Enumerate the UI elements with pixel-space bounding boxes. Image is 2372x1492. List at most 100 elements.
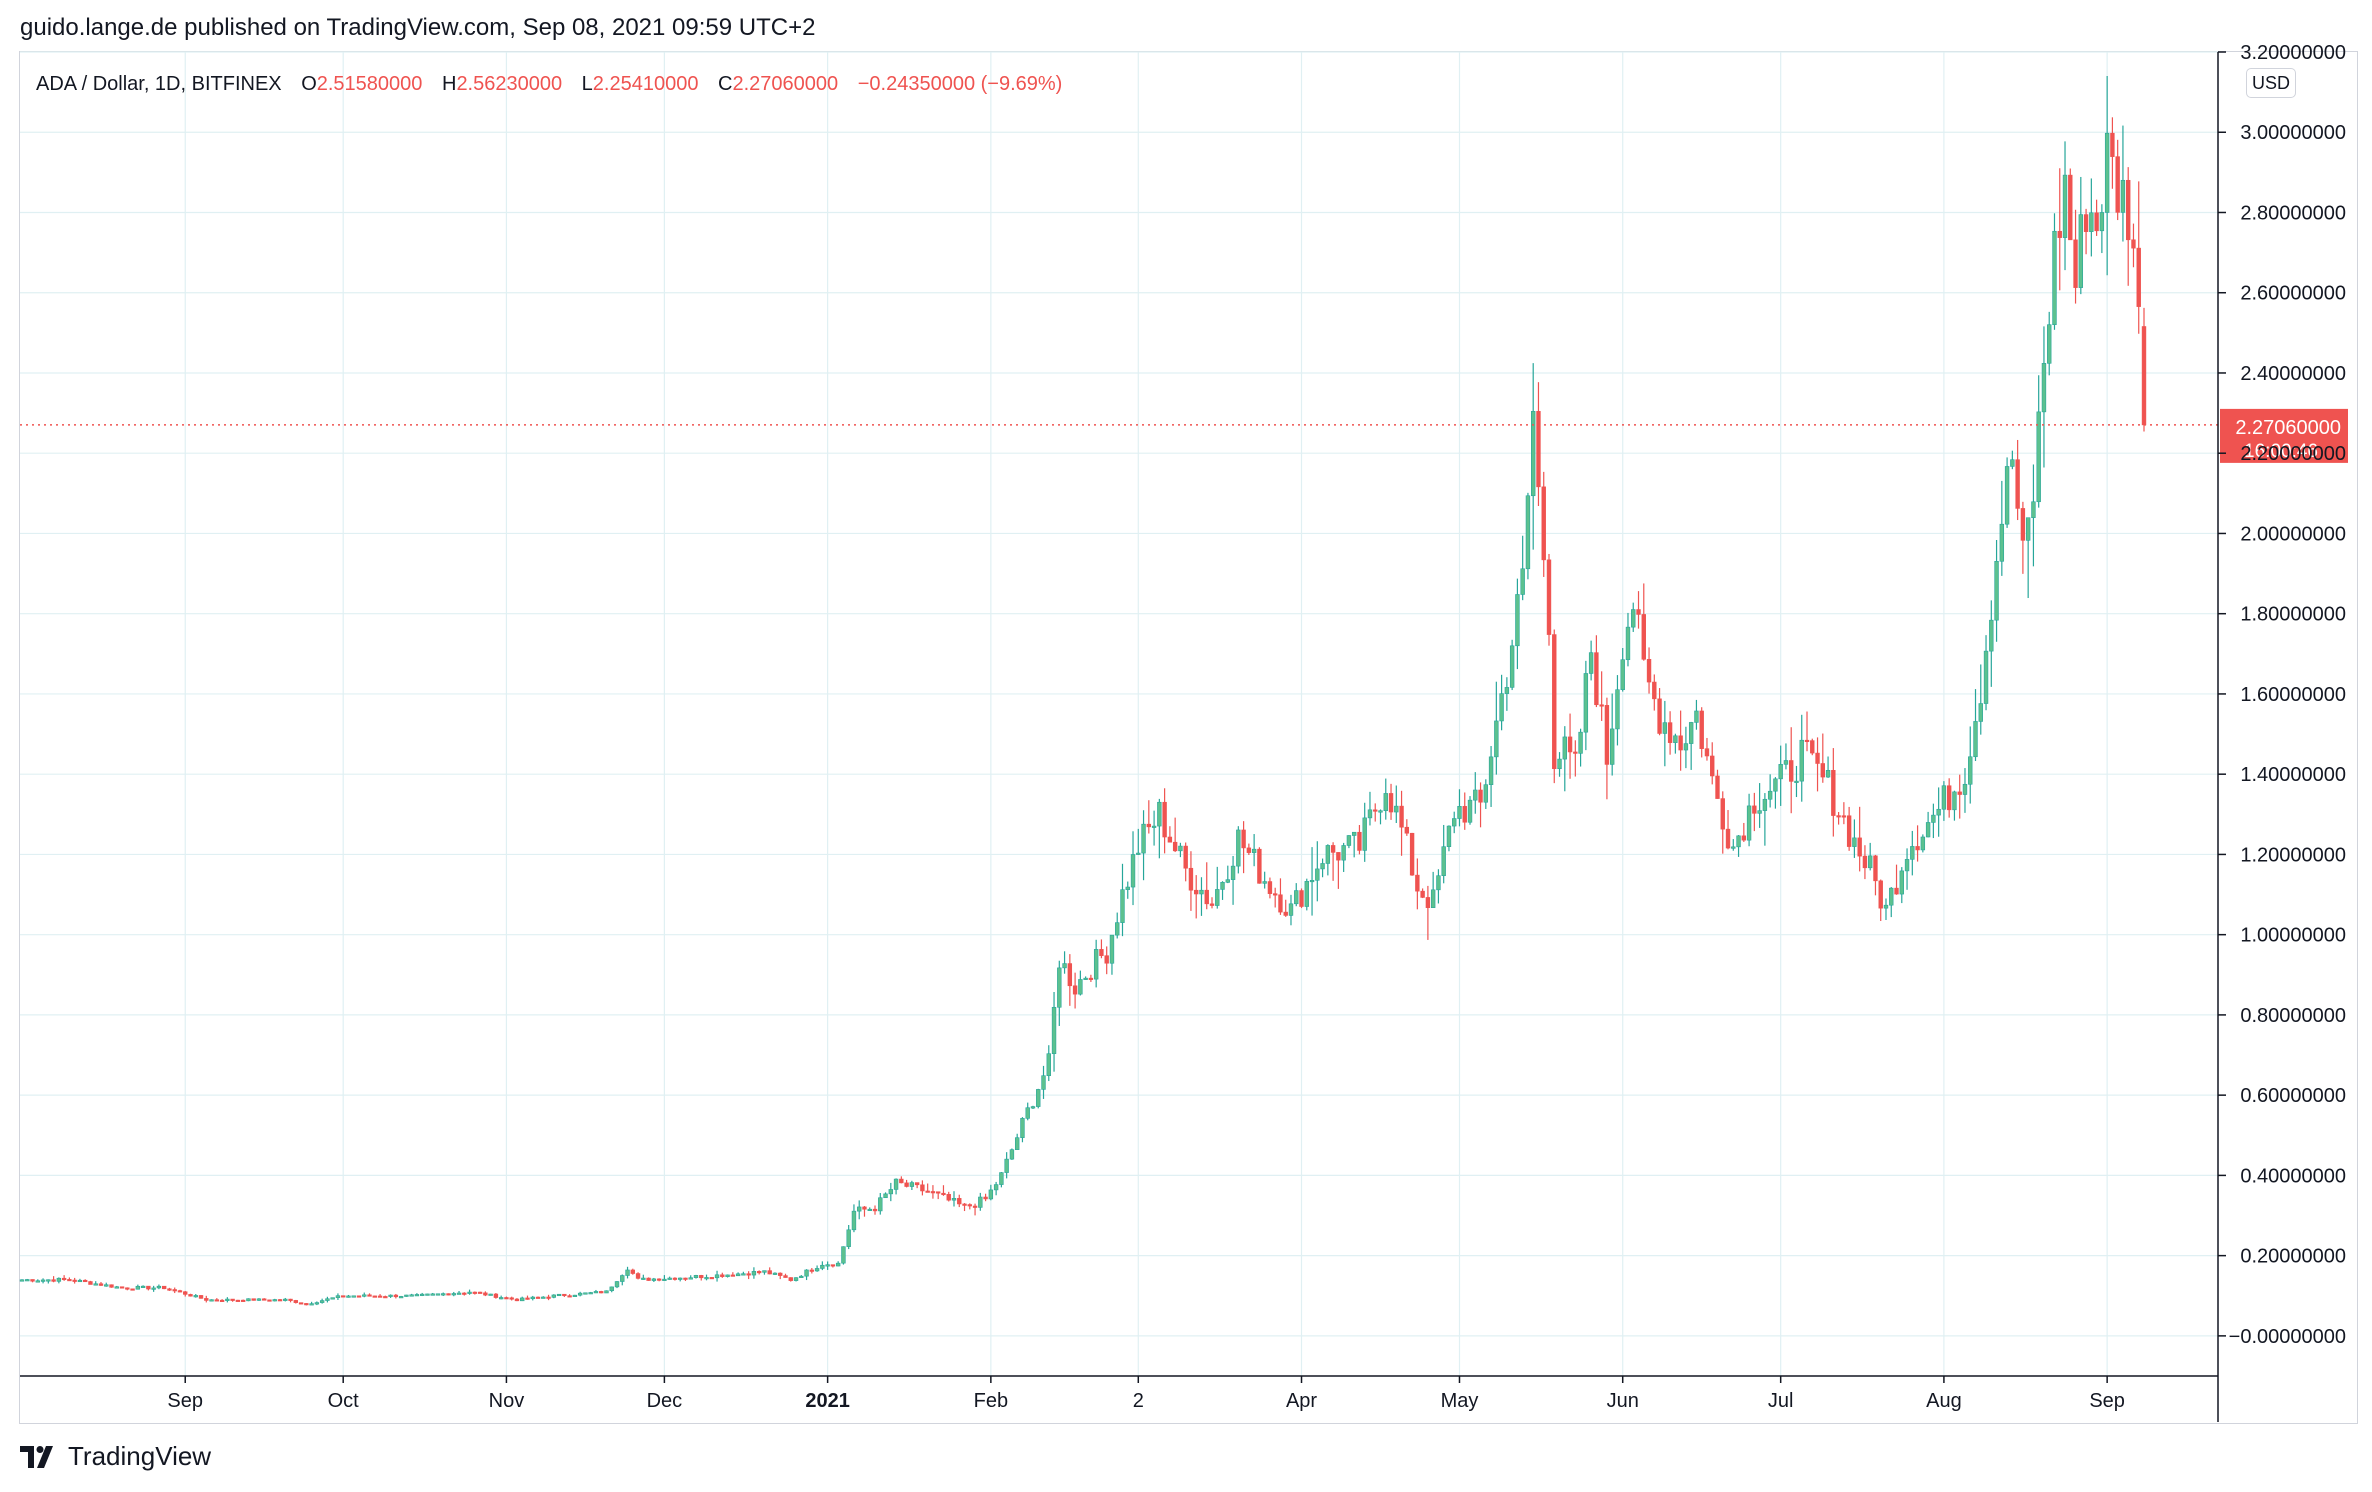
tradingview-logo[interactable]: TradingView [20, 1441, 211, 1472]
candle-body [1109, 934, 1115, 964]
candle-body [35, 1280, 40, 1283]
candle-body [1525, 495, 1531, 570]
candle-body [77, 1279, 83, 1283]
candle-body [1225, 879, 1230, 883]
candle-body [1878, 880, 1883, 909]
candle-body [1873, 855, 1878, 882]
candle-body [425, 1293, 430, 1296]
candle-body [1631, 609, 1636, 628]
candle-body [1520, 568, 1525, 595]
candle-body [1767, 790, 1773, 800]
last-price-label-background [2220, 408, 2348, 463]
candle-body [325, 1298, 330, 1301]
candle-body [1262, 881, 1267, 884]
candle-body [667, 1277, 672, 1280]
candle-body [1831, 770, 1836, 816]
candle-body [404, 1294, 409, 1297]
candle-body [40, 1279, 46, 1282]
candle-body [1715, 775, 1720, 799]
candle-body [1388, 793, 1394, 813]
candle-body [1246, 847, 1252, 853]
candle-body [920, 1184, 925, 1192]
candle-body [1099, 949, 1104, 956]
candle-body [1799, 739, 1804, 782]
currency-badge[interactable]: USD [2246, 68, 2296, 98]
candle-body [1415, 874, 1420, 892]
candle-body [1536, 411, 1541, 488]
candle-body [446, 1293, 451, 1296]
candle-body [140, 1285, 146, 1288]
candle-body [1494, 720, 1499, 758]
candle-body [1341, 845, 1346, 861]
candle-body [567, 1295, 572, 1298]
candle-body [851, 1210, 857, 1231]
candle-body [672, 1277, 678, 1280]
candle-body [1762, 798, 1768, 811]
candle-body [293, 1300, 299, 1303]
candle-body [909, 1182, 915, 1187]
candle-body [725, 1274, 730, 1277]
candle-body [1931, 814, 1936, 823]
candle-body [1172, 841, 1178, 852]
candle-body [1272, 893, 1278, 896]
candle-body [509, 1297, 514, 1300]
candle-body [1325, 845, 1331, 864]
time-tick-label: Jun [1607, 1390, 1639, 1412]
candle-body [993, 1184, 999, 1191]
symbol-label[interactable]: ADA / Dollar, 1D, BITFINEX [36, 73, 282, 95]
candle-body [25, 1279, 30, 1282]
candle-body [1020, 1118, 1025, 1138]
candle-body [683, 1277, 688, 1280]
candle-body [1789, 760, 1794, 782]
candle-body [1704, 748, 1710, 757]
candle-body [1309, 880, 1315, 883]
candle-body [1883, 904, 1889, 909]
candle-body [1820, 763, 1825, 778]
candle-body [709, 1277, 714, 1280]
candle-body [183, 1291, 188, 1295]
candle-body [1825, 770, 1831, 778]
candle-body [883, 1193, 888, 1199]
candle-body [262, 1298, 267, 1301]
candle-body [2115, 156, 2120, 213]
time-tick-label: Sep [2089, 1390, 2125, 1412]
candle-body [430, 1293, 435, 1296]
candle-body [193, 1295, 198, 1298]
candle-body [1441, 846, 1446, 876]
candle-body [2052, 230, 2057, 325]
candle-body [1973, 721, 1978, 758]
candle-body [2104, 132, 2110, 213]
high-value: 2.56230000 [456, 73, 563, 95]
candle-body [1920, 836, 1926, 851]
candle-body [1794, 780, 1799, 783]
candle-body [330, 1297, 335, 1300]
candle-body [1609, 728, 1615, 765]
candle-body [1115, 922, 1120, 936]
candle-body [741, 1273, 746, 1276]
candle-body [2141, 326, 2147, 426]
candle-body [2057, 230, 2062, 238]
candle-body [762, 1270, 767, 1273]
publisher-caption: guido.lange.de published on TradingView.… [20, 14, 816, 41]
candle-body [825, 1264, 830, 1267]
candle-body [198, 1295, 204, 1299]
candle-body [1457, 806, 1462, 819]
candle-body [1694, 710, 1699, 723]
candle-body [941, 1192, 946, 1196]
candle-body [1725, 828, 1731, 849]
time-tick-label: Sep [167, 1390, 203, 1412]
candle-body [1362, 817, 1367, 851]
candle-body [377, 1295, 383, 1298]
candle-body [646, 1277, 651, 1281]
candle-body [230, 1298, 235, 1301]
candle-body [1673, 735, 1678, 743]
candle-body [188, 1294, 193, 1297]
candle-body [2120, 179, 2126, 213]
candle-body [556, 1293, 562, 1297]
candle-body [688, 1277, 693, 1280]
candle-body [114, 1286, 119, 1289]
candle-body [483, 1292, 488, 1296]
price-tick-label: 1.80000000 [2240, 604, 2346, 626]
candle-body [1125, 886, 1130, 890]
